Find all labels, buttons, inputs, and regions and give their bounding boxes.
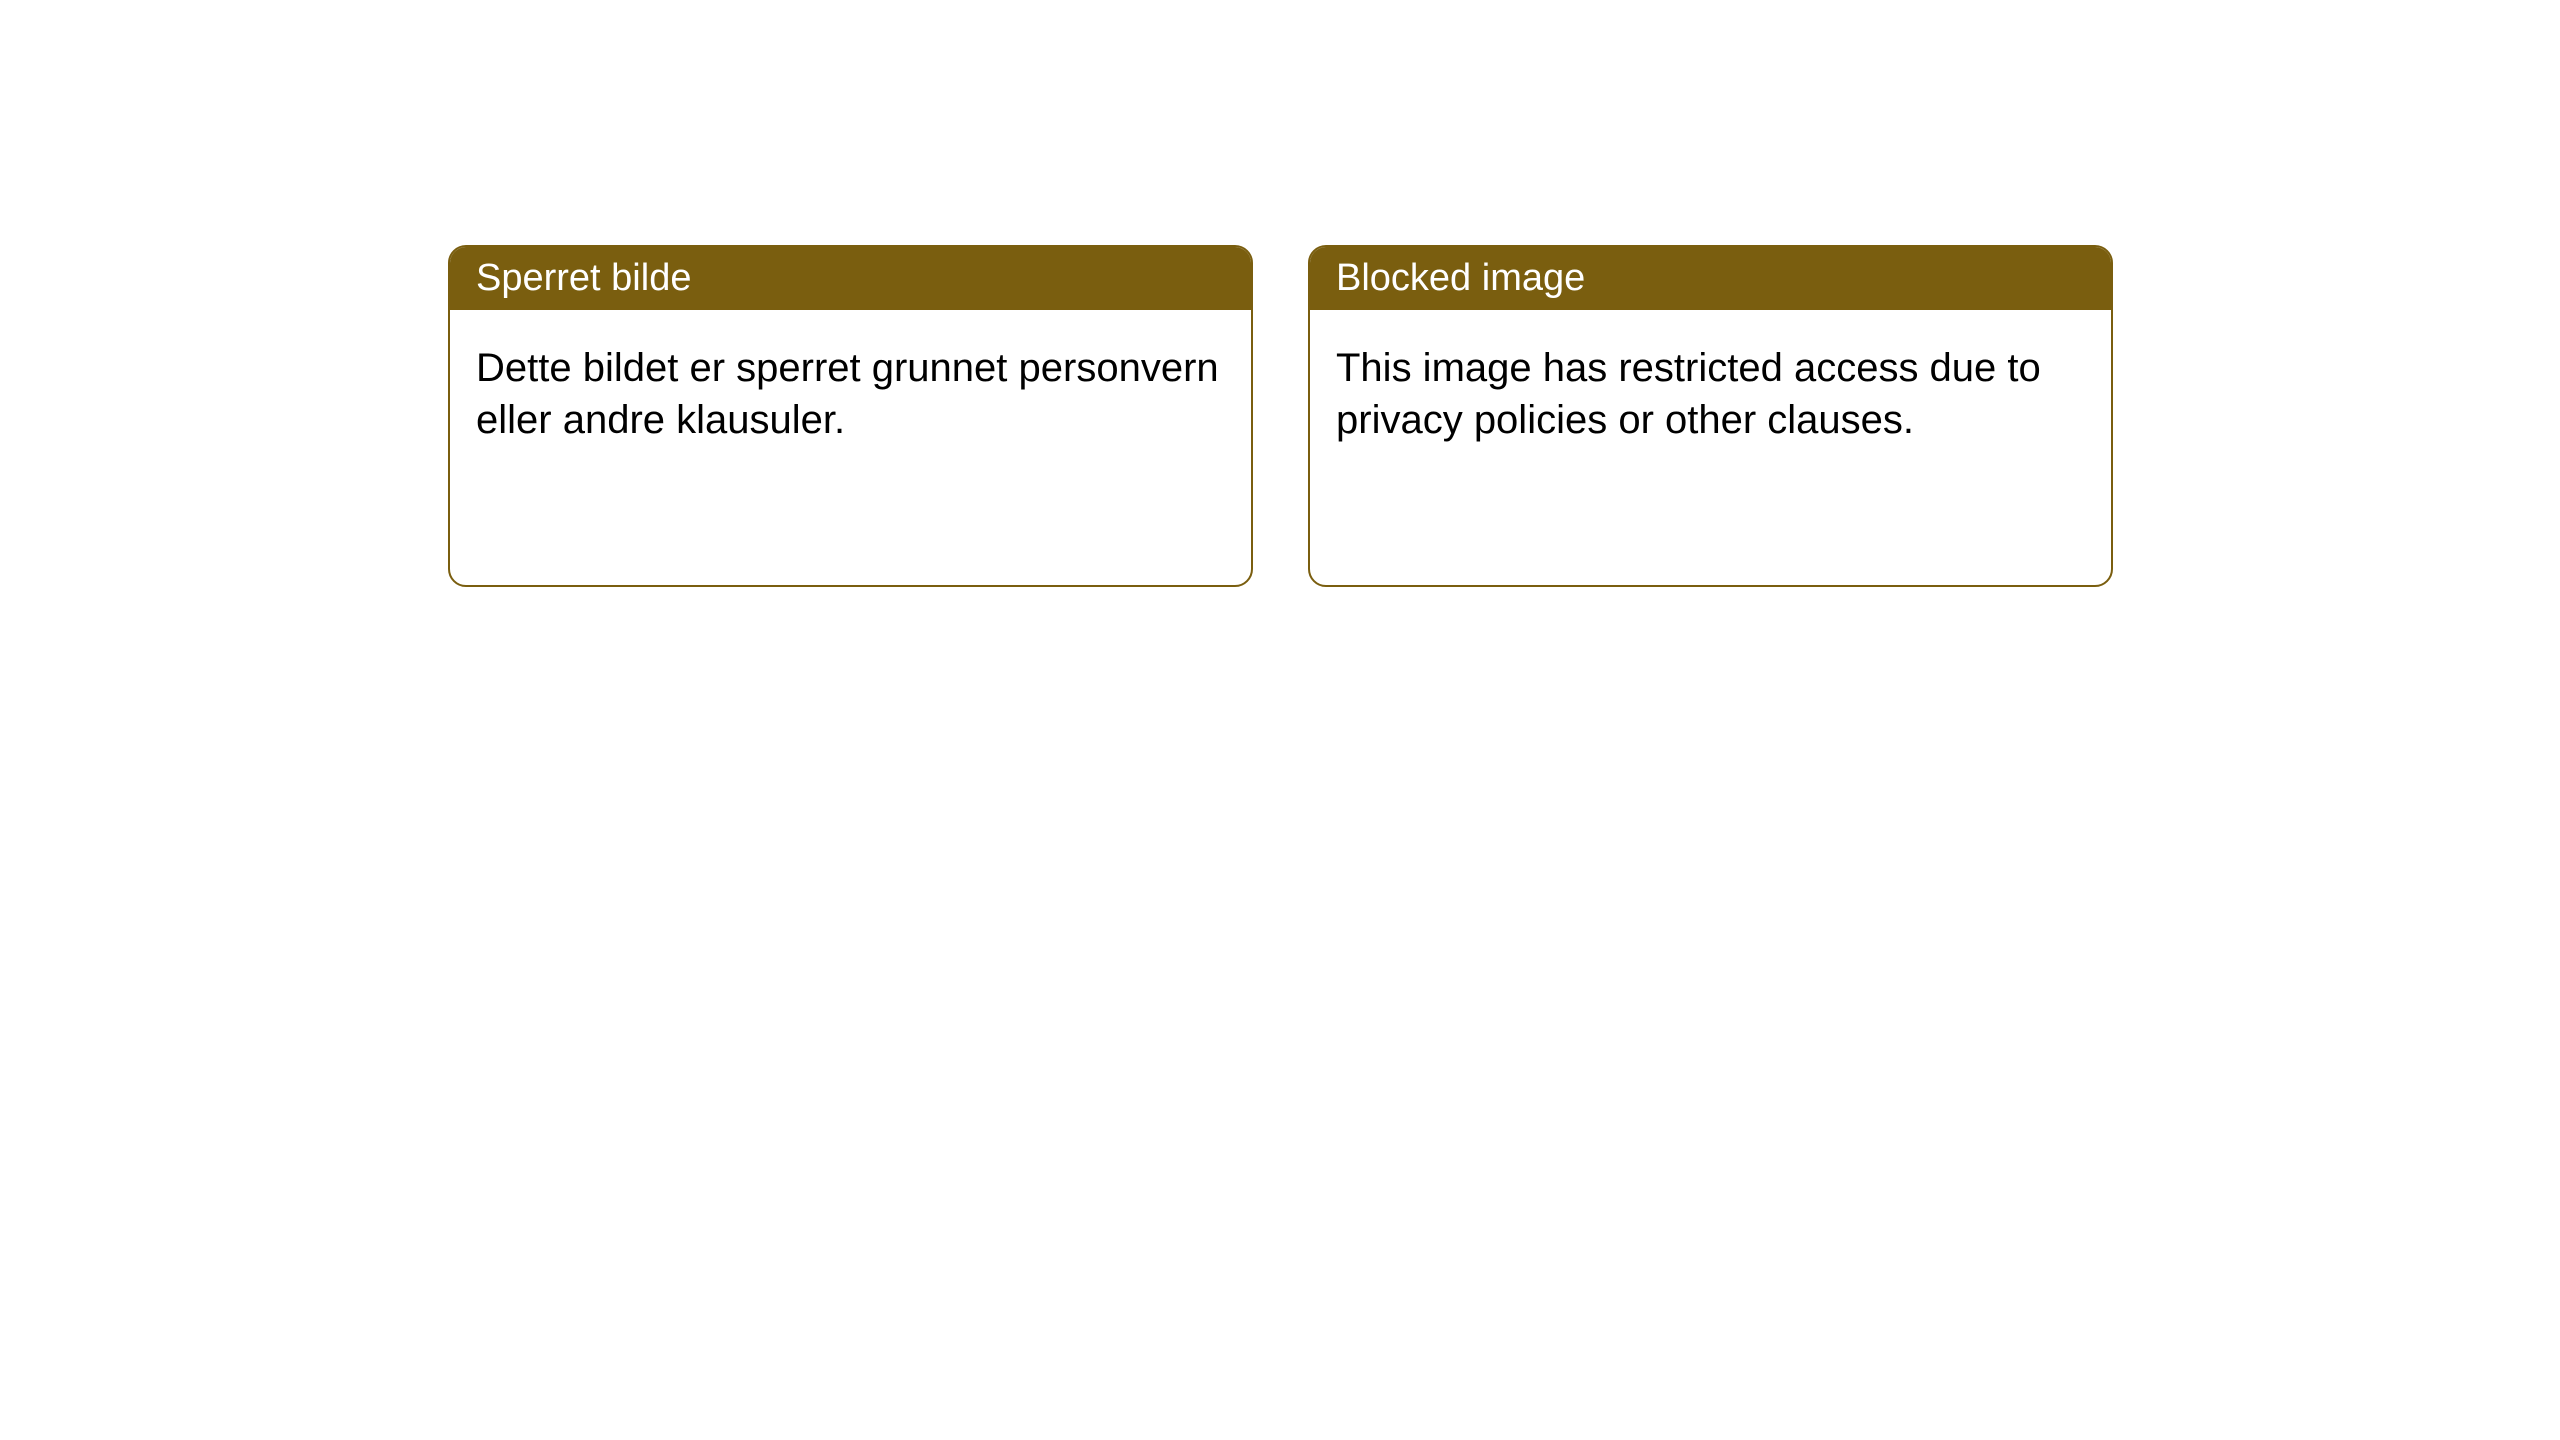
notice-body: This image has restricted access due to … xyxy=(1310,310,2111,585)
notice-card-norwegian: Sperret bilde Dette bildet er sperret gr… xyxy=(448,245,1253,587)
notice-header: Sperret bilde xyxy=(450,247,1251,310)
notice-body: Dette bildet er sperret grunnet personve… xyxy=(450,310,1251,585)
notice-card-english: Blocked image This image has restricted … xyxy=(1308,245,2113,587)
notice-container: Sperret bilde Dette bildet er sperret gr… xyxy=(448,245,2113,587)
notice-header: Blocked image xyxy=(1310,247,2111,310)
